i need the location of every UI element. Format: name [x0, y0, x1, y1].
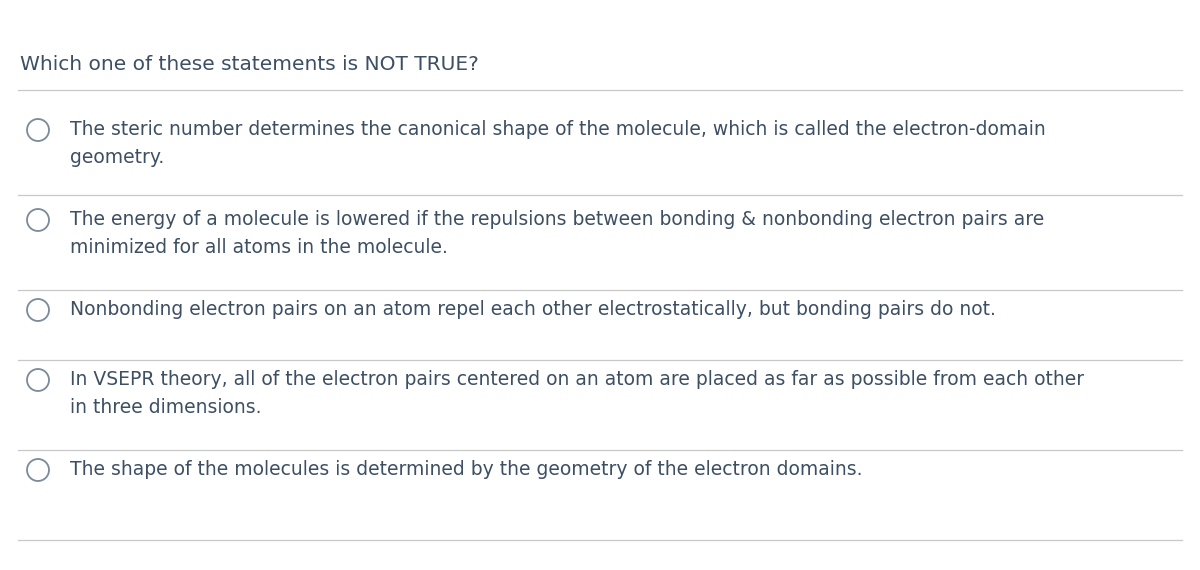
Text: The energy of a molecule is lowered if the repulsions between bonding & nonbondi: The energy of a molecule is lowered if t…: [70, 210, 1044, 257]
Text: Nonbonding electron pairs on an atom repel each other electrostatically, but bon: Nonbonding electron pairs on an atom rep…: [70, 300, 996, 319]
Text: In VSEPR theory, all of the electron pairs centered on an atom are placed as far: In VSEPR theory, all of the electron pai…: [70, 370, 1084, 417]
Text: The shape of the molecules is determined by the geometry of the electron domains: The shape of the molecules is determined…: [70, 460, 863, 479]
Text: Which one of these statements is NOT TRUE?: Which one of these statements is NOT TRU…: [20, 55, 479, 74]
Text: The steric number determines the canonical shape of the molecule, which is calle: The steric number determines the canonic…: [70, 120, 1045, 167]
